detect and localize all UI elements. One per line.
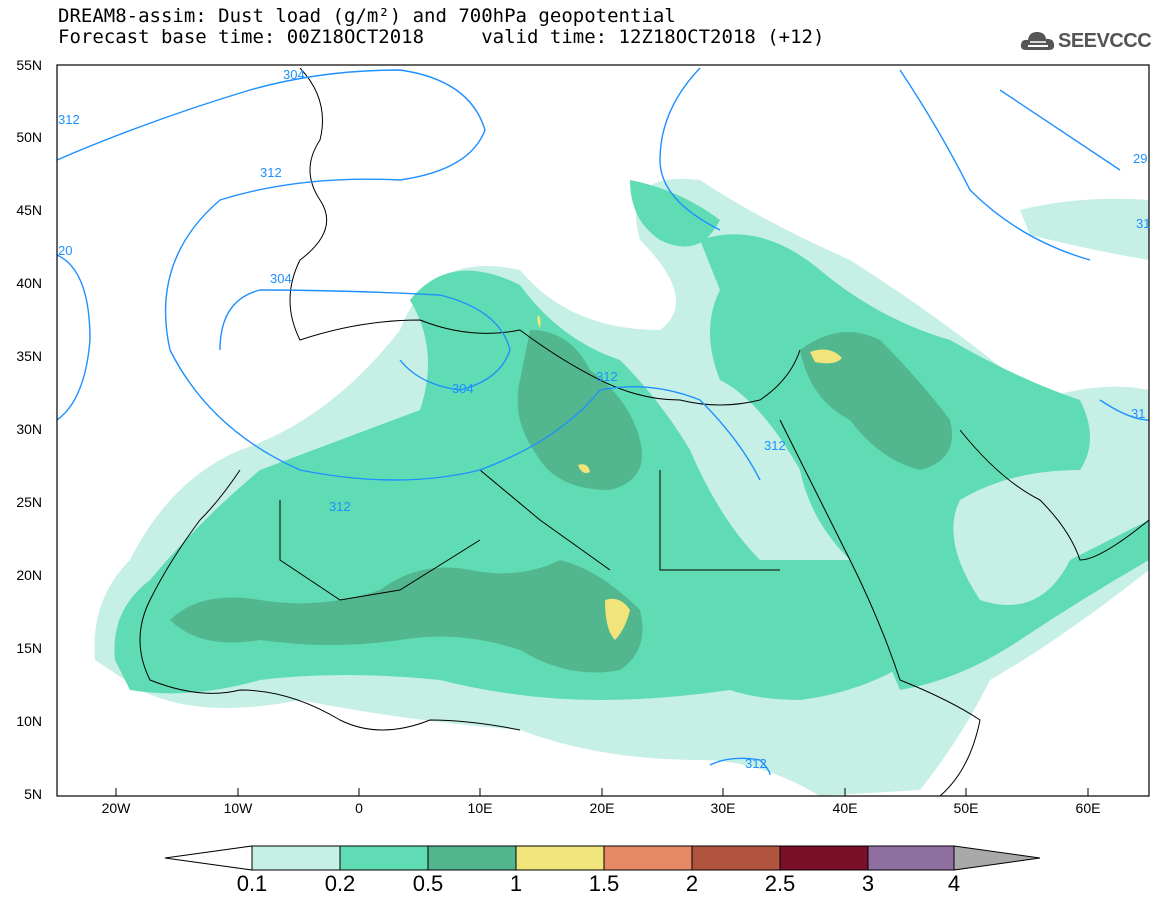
dust-fields <box>57 65 1149 796</box>
lat-label: 35N <box>16 348 42 364</box>
lon-label: 30E <box>710 800 736 816</box>
contour-label: 20 <box>58 243 72 258</box>
contour-label: 312 <box>58 112 80 127</box>
lon-label: 10W <box>223 800 253 816</box>
lat-label: 15N <box>16 640 42 656</box>
lat-label: 55N <box>16 57 42 73</box>
contour-label: 304 <box>452 381 474 396</box>
colorbar-label: 0.5 <box>412 871 444 896</box>
contour-label: 31 <box>1136 216 1150 231</box>
lat-label: 10N <box>16 713 42 729</box>
lon-label: 60E <box>1075 800 1101 816</box>
contour-label: 312 <box>260 165 282 180</box>
lon-label: 40E <box>832 800 858 816</box>
logo-text: SEEVCCC <box>1058 30 1152 52</box>
lat-label: 50N <box>16 129 42 145</box>
lon-label: 20W <box>101 800 131 816</box>
lat-label: 25N <box>16 494 42 510</box>
contour-label: 312 <box>745 756 767 771</box>
cloud-icon <box>1020 32 1055 50</box>
contour-label: 304 <box>283 67 305 82</box>
lon-label: 20E <box>589 800 615 816</box>
colorbar-label: 4 <box>947 871 961 896</box>
colorbar-label: 1 <box>509 871 523 896</box>
map-frame <box>56 64 1150 797</box>
lat-label: 5N <box>24 786 42 802</box>
colorbar-label: 3 <box>861 871 875 896</box>
colorbar-label: 0.1 <box>236 871 268 896</box>
contour-label: 312 <box>764 438 786 453</box>
lat-label: 40N <box>16 275 42 291</box>
lat-label: 20N <box>16 567 42 583</box>
colorbar <box>164 845 1041 871</box>
colorbar-label: 2.5 <box>764 871 796 896</box>
colorbar-label: 1.5 <box>588 871 620 896</box>
contour-label: 312 <box>596 369 618 384</box>
contour-label: 312 <box>329 499 351 514</box>
lat-label: 45N <box>16 202 42 218</box>
lat-label: 30N <box>16 421 42 437</box>
axis-ticks <box>115 788 1089 796</box>
map-title: DREAM8-assim: Dust load (g/m²) and 700hP… <box>58 5 676 27</box>
contour-label: 29 <box>1133 151 1147 166</box>
lon-label: 0 <box>355 800 363 816</box>
contour-label: 304 <box>270 271 292 286</box>
lon-label: 10E <box>467 800 493 816</box>
map-subtitle: Forecast base time: 00Z18OCT2018 valid t… <box>58 26 825 48</box>
colorbar-label: 0.2 <box>324 871 356 896</box>
contour-label: 31 <box>1131 406 1145 421</box>
lon-label: 50E <box>953 800 979 816</box>
colorbar-label: 2 <box>685 871 699 896</box>
contour-labels: 304 312 312 304 304 312 312 312 312 20 2… <box>58 67 1150 771</box>
